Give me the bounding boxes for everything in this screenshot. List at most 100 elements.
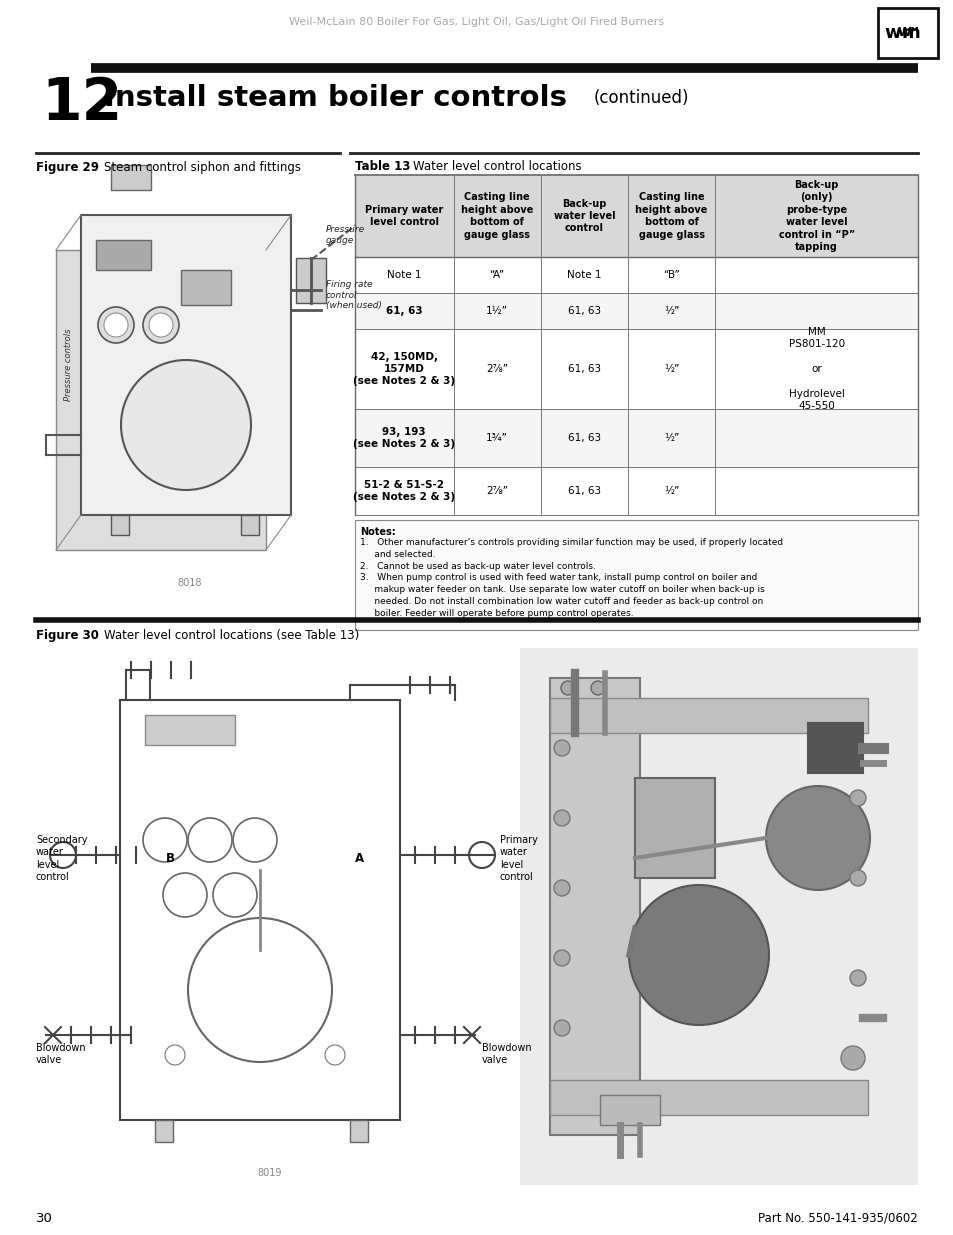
Bar [550,678,639,1135]
Circle shape [554,950,569,966]
Bar [355,293,917,329]
Circle shape [554,810,569,826]
Circle shape [849,790,865,806]
Text: ½”: ½” [663,364,679,374]
Circle shape [98,308,133,343]
Circle shape [554,1020,569,1036]
Circle shape [554,881,569,897]
Circle shape [628,885,768,1025]
Bar [81,215,291,515]
Text: 61, 63: 61, 63 [567,487,600,496]
Text: Primary water
level control: Primary water level control [365,205,443,227]
Text: 1.   Other manufacturer’s controls providing similar function may be used, if pr: 1. Other manufacturer’s controls providi… [359,538,782,618]
Bar [355,409,917,467]
Text: “B”: “B” [662,270,679,280]
Text: 93, 193
(see Notes 2 & 3): 93, 193 (see Notes 2 & 3) [353,427,455,450]
Text: Part No. 550-141-935/0602: Part No. 550-141-935/0602 [758,1212,917,1224]
Text: Casting line
height above
bottom of
gauge glass: Casting line height above bottom of gaug… [460,193,533,240]
Text: “A”: “A” [489,270,504,280]
Text: 1¾”: 1¾” [486,433,508,443]
Bar [807,722,862,773]
Text: 42, 150MD,
157MD
(see Notes 2 & 3): 42, 150MD, 157MD (see Notes 2 & 3) [353,352,455,387]
Circle shape [143,308,179,343]
Text: 2⅞”: 2⅞” [486,487,508,496]
Text: Blowdown
valve: Blowdown valve [36,1044,86,1066]
Bar [355,175,917,257]
Circle shape [121,359,251,490]
Text: 61, 63: 61, 63 [567,306,600,316]
Text: Casting line
height above
bottom of
gauge glass: Casting line height above bottom of gaug… [635,193,707,240]
Bar [355,329,917,409]
Bar [350,1120,368,1142]
Circle shape [765,785,869,890]
Text: 2⅞”: 2⅞” [486,364,508,374]
Bar [635,778,714,878]
Bar [145,715,234,745]
Text: Figure 29: Figure 29 [36,161,99,173]
Text: Table 13: Table 13 [355,161,410,173]
Circle shape [149,312,172,337]
Circle shape [849,969,865,986]
Bar [181,270,231,305]
Text: Weil-McLain 80 Boiler For Gas, Light Oil, Gas/Light Oil Fired Burners: Weil-McLain 80 Boiler For Gas, Light Oil… [289,17,664,27]
Circle shape [590,680,604,695]
Text: Water level control locations (see Table 13): Water level control locations (see Table… [104,630,359,642]
Text: Note 1: Note 1 [567,270,601,280]
Bar [295,258,326,303]
Bar [550,1079,867,1115]
Text: 61, 63: 61, 63 [386,306,422,316]
Circle shape [50,842,76,868]
Text: Primary
water
level
control: Primary water level control [499,835,537,882]
Bar [56,249,266,550]
Text: Install steam boiler controls: Install steam boiler controls [104,84,566,112]
Text: 8018: 8018 [177,578,202,588]
Text: Back-up
(only)
probe-type
water level
control in “P”
tapping: Back-up (only) probe-type water level co… [778,180,854,252]
Bar [154,1120,172,1142]
Text: w: w [883,23,901,42]
Text: (continued): (continued) [594,89,689,107]
Text: 8019: 8019 [257,1168,282,1178]
Circle shape [560,680,575,695]
Text: Steam control siphon and fittings: Steam control siphon and fittings [104,161,301,173]
Text: Note 1: Note 1 [387,270,421,280]
Bar [111,515,129,535]
Bar [519,648,917,1186]
Bar [599,1095,659,1125]
Text: B: B [165,852,174,864]
Text: 61, 63: 61, 63 [567,433,600,443]
Text: Blowdown
valve: Blowdown valve [481,1044,531,1066]
Circle shape [554,740,569,756]
Bar [550,698,867,734]
Text: m: m [901,23,920,42]
Text: Notes:: Notes: [359,527,395,537]
Text: 12: 12 [41,74,122,131]
Bar [120,700,399,1120]
Text: 1½”: 1½” [486,306,508,316]
Text: ½”: ½” [663,487,679,496]
Circle shape [469,842,495,868]
Text: ½”: ½” [663,433,679,443]
Text: ½”: ½” [663,306,679,316]
Text: 61, 63: 61, 63 [567,364,600,374]
Text: MM
PS801-120

or

Hydrolevel
45-550: MM PS801-120 or Hydrolevel 45-550 [788,327,843,411]
Bar [96,240,151,270]
Text: Pressure
gauge: Pressure gauge [326,225,365,245]
Circle shape [841,1046,864,1070]
Text: 30: 30 [36,1212,52,1224]
Text: A: A [355,852,364,864]
Text: 51-2 & 51-S-2
(see Notes 2 & 3): 51-2 & 51-S-2 (see Notes 2 & 3) [353,480,455,503]
Text: Figure 30: Figure 30 [36,630,99,642]
Bar [877,7,937,58]
Text: Wᴹ: Wᴹ [896,26,918,40]
Text: Secondary
water
level
control: Secondary water level control [36,835,88,882]
Bar [355,467,917,515]
Circle shape [849,869,865,885]
Bar [355,520,917,630]
Bar [241,515,258,535]
Text: Pressure controls: Pressure controls [65,329,73,401]
Circle shape [104,312,128,337]
Text: Firing rate
control
(when used): Firing rate control (when used) [326,280,381,310]
Text: Back-up
water level
control: Back-up water level control [553,199,615,233]
Bar [111,165,151,190]
Bar [355,257,917,293]
